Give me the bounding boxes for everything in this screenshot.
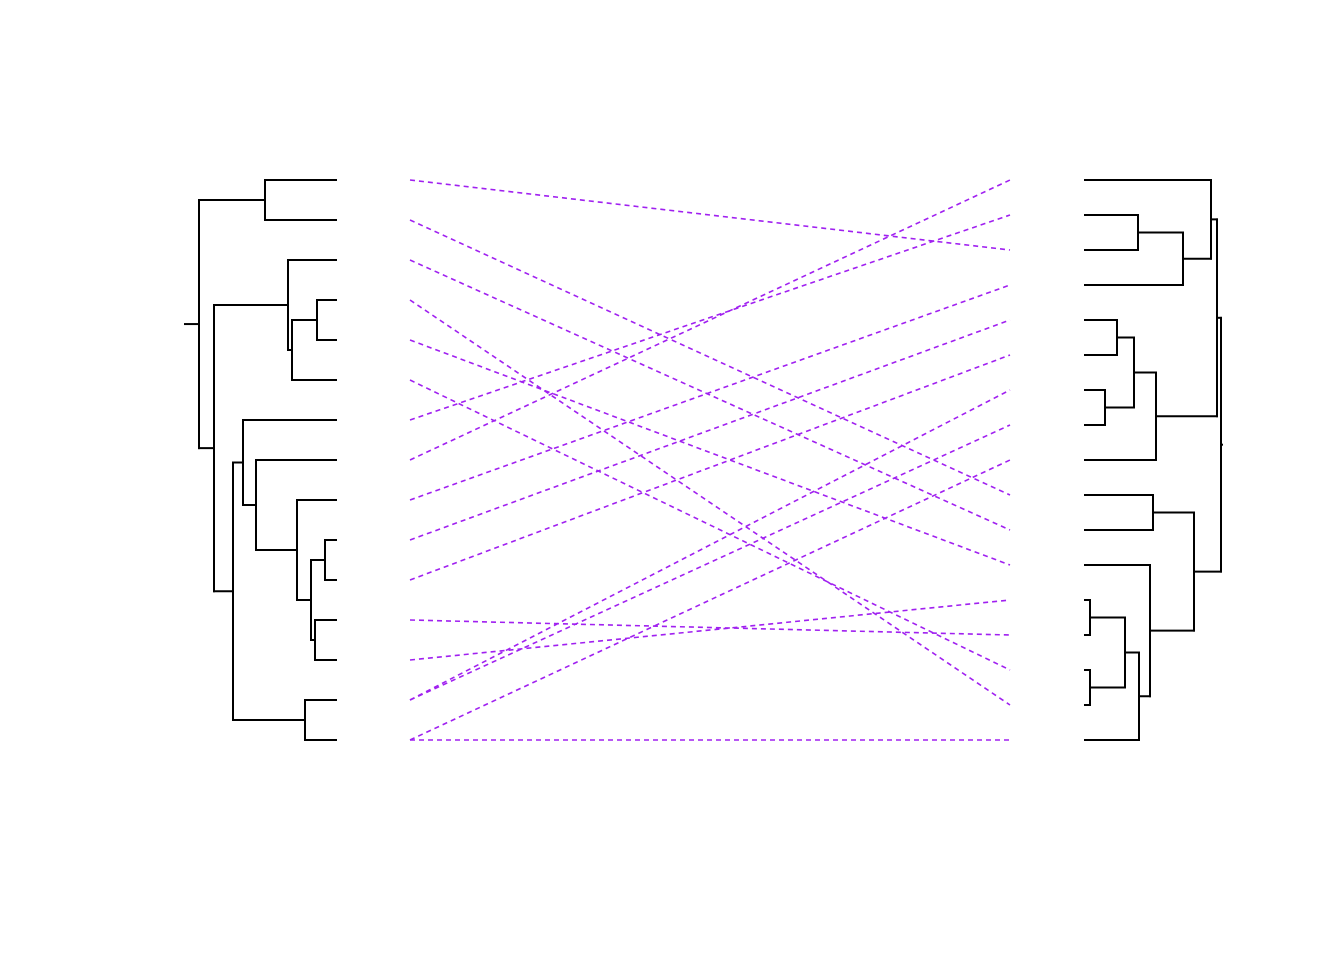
connector-line (409, 179, 1011, 251)
connector-line (409, 619, 1011, 636)
connector-lines (409, 179, 1011, 741)
connector-line (409, 424, 1011, 701)
connector-line (409, 284, 1011, 501)
connector-line (409, 299, 1011, 706)
right-dendrogram (1084, 179, 1223, 741)
connector-line (409, 459, 1011, 741)
connector-line (409, 379, 1011, 671)
connector-line (409, 179, 1011, 461)
connector-line (409, 319, 1011, 541)
connector-line (409, 599, 1011, 661)
connector-line (409, 259, 1011, 531)
connector-line (409, 214, 1011, 421)
connector-line (409, 389, 1011, 701)
connector-line (409, 354, 1011, 581)
left-dendrogram (184, 179, 337, 741)
connector-line (409, 219, 1011, 496)
connector-line (409, 339, 1011, 566)
